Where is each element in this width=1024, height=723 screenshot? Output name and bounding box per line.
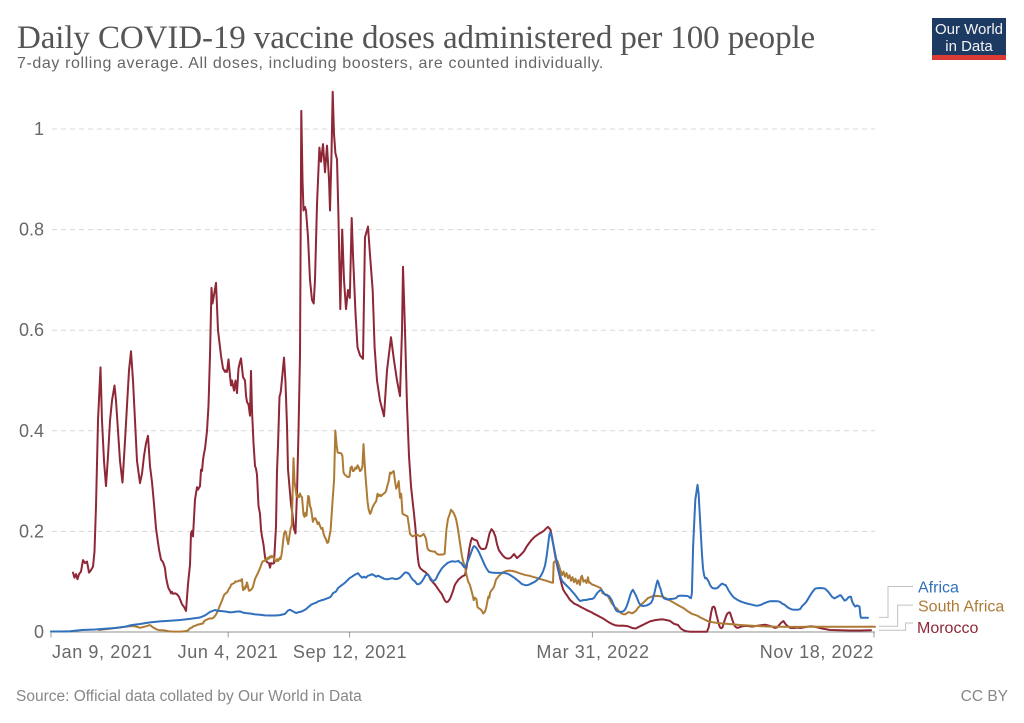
svg-text:0.8: 0.8 <box>19 220 44 240</box>
svg-text:Sep 12, 2021: Sep 12, 2021 <box>293 642 407 662</box>
svg-text:Jun 4, 2021: Jun 4, 2021 <box>178 642 279 662</box>
svg-text:Morocco: Morocco <box>917 620 978 637</box>
svg-text:Mar 31, 2022: Mar 31, 2022 <box>536 642 649 662</box>
svg-text:South Africa: South Africa <box>918 599 1004 616</box>
svg-text:Africa: Africa <box>918 580 959 597</box>
svg-text:0: 0 <box>34 622 44 642</box>
svg-text:Nov 18, 2022: Nov 18, 2022 <box>760 642 874 662</box>
svg-text:0.6: 0.6 <box>19 320 44 340</box>
svg-text:0.2: 0.2 <box>19 521 44 541</box>
svg-text:Jan 9, 2021: Jan 9, 2021 <box>52 642 153 662</box>
svg-text:0.4: 0.4 <box>19 421 44 441</box>
svg-text:1: 1 <box>34 119 44 139</box>
